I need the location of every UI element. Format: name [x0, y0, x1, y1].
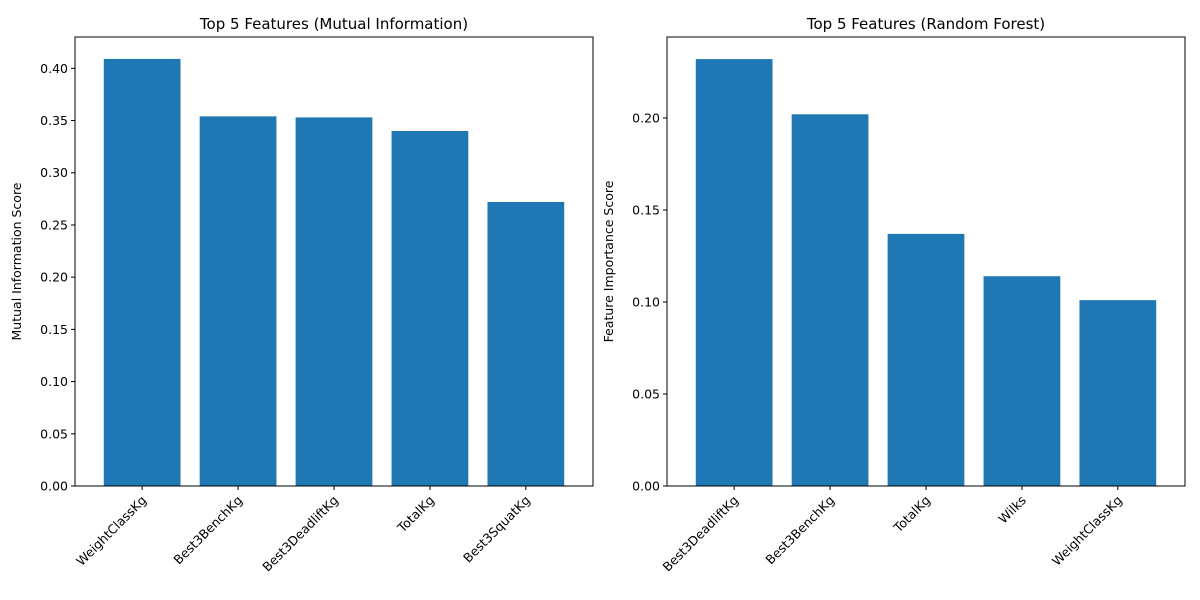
y-tick-label: 0.15 — [40, 322, 68, 337]
y-axis-label: Mutual Information Score — [9, 182, 24, 340]
bar-weightclasskg — [1079, 300, 1157, 486]
y-tick-label: 0.00 — [632, 479, 660, 494]
x-tick-label: Best3DeadliftKg — [659, 493, 741, 575]
x-tick-label: Best3BenchKg — [762, 493, 837, 568]
y-tick-label: 0.05 — [40, 426, 68, 441]
y-tick-label: 0.00 — [40, 479, 68, 494]
y-tick-label: 0.15 — [632, 202, 660, 217]
chart-panel-rf: Top 5 Features (Random Forest) Feature Im… — [601, 15, 1186, 575]
bar-best3benchkg — [199, 116, 277, 486]
y-tick-label: 0.10 — [632, 294, 660, 309]
axes-frame — [74, 36, 594, 487]
x-tick-label: Best3BenchKg — [170, 493, 245, 568]
x-tick-label: TotalKg — [394, 493, 437, 536]
chart-title: Top 5 Features (Mutual Information) — [199, 15, 468, 33]
y-tick-label: 0.35 — [40, 113, 68, 128]
axes-frame — [666, 36, 1186, 487]
bar-best3benchkg — [791, 114, 869, 486]
x-tick-label: Best3DeadliftKg — [259, 493, 341, 575]
x-tick-label: Best3SquatKg — [460, 493, 533, 566]
y-tick-label: 0.30 — [40, 165, 68, 180]
bar-best3deadliftkg — [295, 117, 373, 486]
bar-totalkg — [887, 233, 965, 486]
x-tick-label: Wilks — [995, 493, 1029, 527]
bar-weightclasskg — [103, 58, 181, 486]
x-tick-label: TotalKg — [890, 493, 933, 536]
y-tick-label: 0.10 — [40, 374, 68, 389]
x-tick-label: WeightClassKg — [1049, 493, 1125, 569]
y-tick-label: 0.20 — [632, 110, 660, 125]
chart-title: Top 5 Features (Random Forest) — [806, 15, 1045, 33]
chart-panel-mi: Top 5 Features (Mutual Information) Mutua… — [9, 15, 594, 575]
bar-wilks — [983, 276, 1061, 486]
bar-best3deadliftkg — [695, 59, 773, 486]
y-axis-label: Feature Importance Score — [601, 180, 616, 342]
y-tick-label: 0.05 — [632, 386, 660, 401]
bar-totalkg — [391, 130, 469, 486]
x-tick-label: WeightClassKg — [73, 493, 149, 569]
bar-best3squatkg — [487, 201, 565, 487]
y-tick-label: 0.25 — [40, 217, 68, 232]
y-tick-label: 0.20 — [40, 270, 68, 285]
y-tick-label: 0.40 — [40, 61, 68, 76]
